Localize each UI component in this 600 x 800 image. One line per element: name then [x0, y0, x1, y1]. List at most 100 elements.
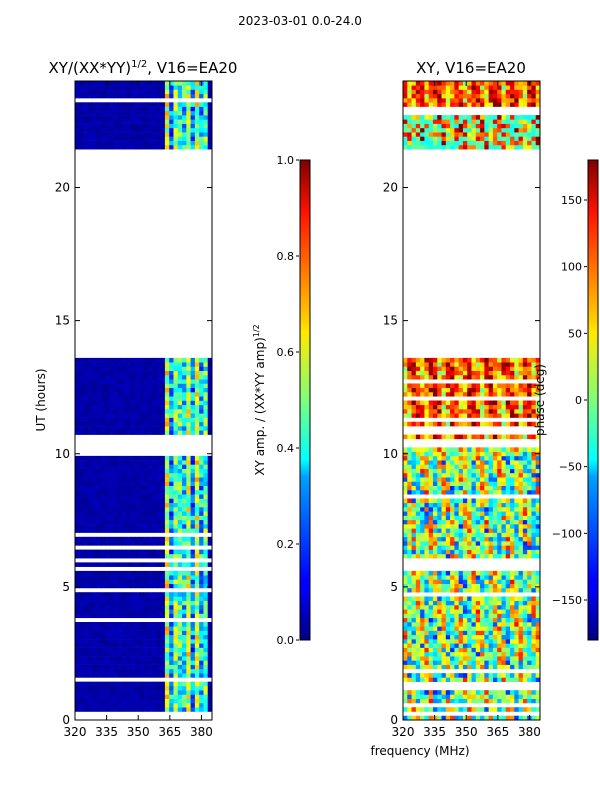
heatmap-cell: [203, 421, 209, 427]
heatmap-cell: [488, 409, 494, 414]
heatmap-cell: [83, 511, 89, 516]
heatmap-cell: [173, 477, 179, 482]
heatmap-cell: [480, 404, 485, 410]
heatmap-cell: [424, 604, 430, 610]
heatmap-cell: [454, 374, 460, 380]
heatmap-cell: [186, 681, 191, 687]
heatmap-cell: [122, 664, 127, 670]
heatmap-cell: [441, 707, 447, 712]
heatmap-cell: [527, 409, 532, 414]
heatmap-cell: [531, 664, 537, 670]
heatmap-cell: [173, 502, 179, 508]
heatmap-cell: [428, 715, 434, 720]
heatmap-cell: [458, 472, 464, 478]
heatmap-cell: [139, 123, 144, 129]
heatmap-cell: [100, 460, 106, 465]
heatmap-cell: [424, 383, 430, 389]
heatmap-cell: [492, 383, 498, 389]
heatmap-cell: [143, 685, 149, 691]
heatmap-cell: [122, 660, 127, 665]
heatmap-cell: [432, 515, 438, 521]
heatmap-cell: [445, 451, 451, 457]
heatmap-cell: [522, 634, 528, 640]
heatmap-cell: [104, 413, 110, 418]
heatmap-cell: [147, 119, 153, 124]
heatmap-cell: [522, 391, 528, 397]
heatmap-cell: [411, 144, 417, 150]
heatmap-cell: [104, 515, 110, 521]
heatmap-cell: [87, 583, 93, 589]
heatmap-cell: [428, 694, 434, 699]
heatmap-cell: [194, 379, 200, 384]
heatmap-cell: [432, 536, 438, 542]
heatmap-cell: [407, 374, 412, 380]
heatmap-cell: [432, 532, 438, 538]
heatmap-cell: [169, 609, 174, 614]
heatmap-cell: [518, 383, 524, 389]
heatmap-cell: [143, 643, 149, 648]
heatmap-cell: [126, 502, 132, 508]
heatmap-cell: [182, 127, 187, 133]
heatmap-cell: [505, 545, 511, 550]
heatmap-cell: [424, 690, 430, 695]
heatmap-cell: [186, 136, 191, 141]
heatmap-cell: [156, 123, 162, 129]
heatmap-cell: [75, 698, 80, 704]
heatmap-cell: [510, 541, 515, 546]
heatmap-cell: [518, 366, 524, 371]
heatmap-cell: [428, 677, 434, 682]
heatmap-cell: [471, 434, 477, 440]
heatmap-cell: [186, 541, 191, 546]
heatmap-cell: [505, 477, 511, 482]
heatmap-cell: [441, 489, 447, 495]
heatmap-cell: [203, 643, 209, 648]
heatmap-cell: [113, 579, 119, 584]
heatmap-cell: [92, 596, 97, 602]
heatmap-cell: [104, 639, 110, 644]
heatmap-cell: [169, 673, 174, 678]
heatmap-cell: [194, 519, 200, 525]
heatmap-cell: [87, 604, 93, 610]
heatmap-cell: [450, 600, 455, 606]
heatmap-cell: [164, 702, 170, 708]
heatmap-cell: [160, 528, 166, 533]
heatmap-cell: [186, 553, 191, 559]
heatmap-cell: [471, 409, 477, 414]
heatmap-cell: [480, 413, 485, 418]
heatmap-cell: [203, 698, 209, 704]
heatmap-cell: [428, 617, 434, 623]
heatmap-cell: [522, 600, 528, 606]
heatmap-cell: [445, 460, 451, 465]
heatmap-cell: [428, 553, 434, 559]
heatmap-cell: [488, 489, 494, 495]
heatmap-cell: [143, 604, 149, 610]
heatmap-cell: [527, 600, 532, 606]
heatmap-cell: [152, 89, 157, 95]
heatmap-cell: [117, 460, 123, 465]
heatmap-cell: [113, 413, 119, 418]
heatmap-cell: [480, 528, 485, 533]
heatmap-cell: [207, 494, 212, 499]
heatmap-cell: [428, 481, 434, 486]
heatmap-cell: [415, 643, 421, 648]
heatmap-cell: [96, 634, 102, 640]
heatmap-cell: [87, 464, 93, 469]
heatmap-cell: [411, 366, 417, 371]
heatmap-cell: [497, 498, 502, 504]
heatmap-cell: [527, 455, 532, 461]
heatmap-cell: [207, 575, 212, 580]
x-tick-label: 335: [95, 725, 118, 739]
heatmap-cell: [83, 430, 89, 435]
heatmap-cell: [484, 400, 490, 406]
heatmap-cell: [522, 596, 528, 602]
heatmap-cell: [109, 630, 114, 636]
heatmap-cell: [139, 604, 144, 610]
heatmap-cell: [83, 102, 89, 107]
heatmap-cell: [143, 553, 149, 559]
heatmap-cell: [203, 541, 209, 546]
heatmap-cell: [207, 362, 212, 367]
heatmap-cell: [109, 498, 114, 504]
heatmap-cell: [527, 413, 532, 418]
heatmap-cell: [428, 498, 434, 504]
heatmap-cell: [117, 85, 123, 90]
